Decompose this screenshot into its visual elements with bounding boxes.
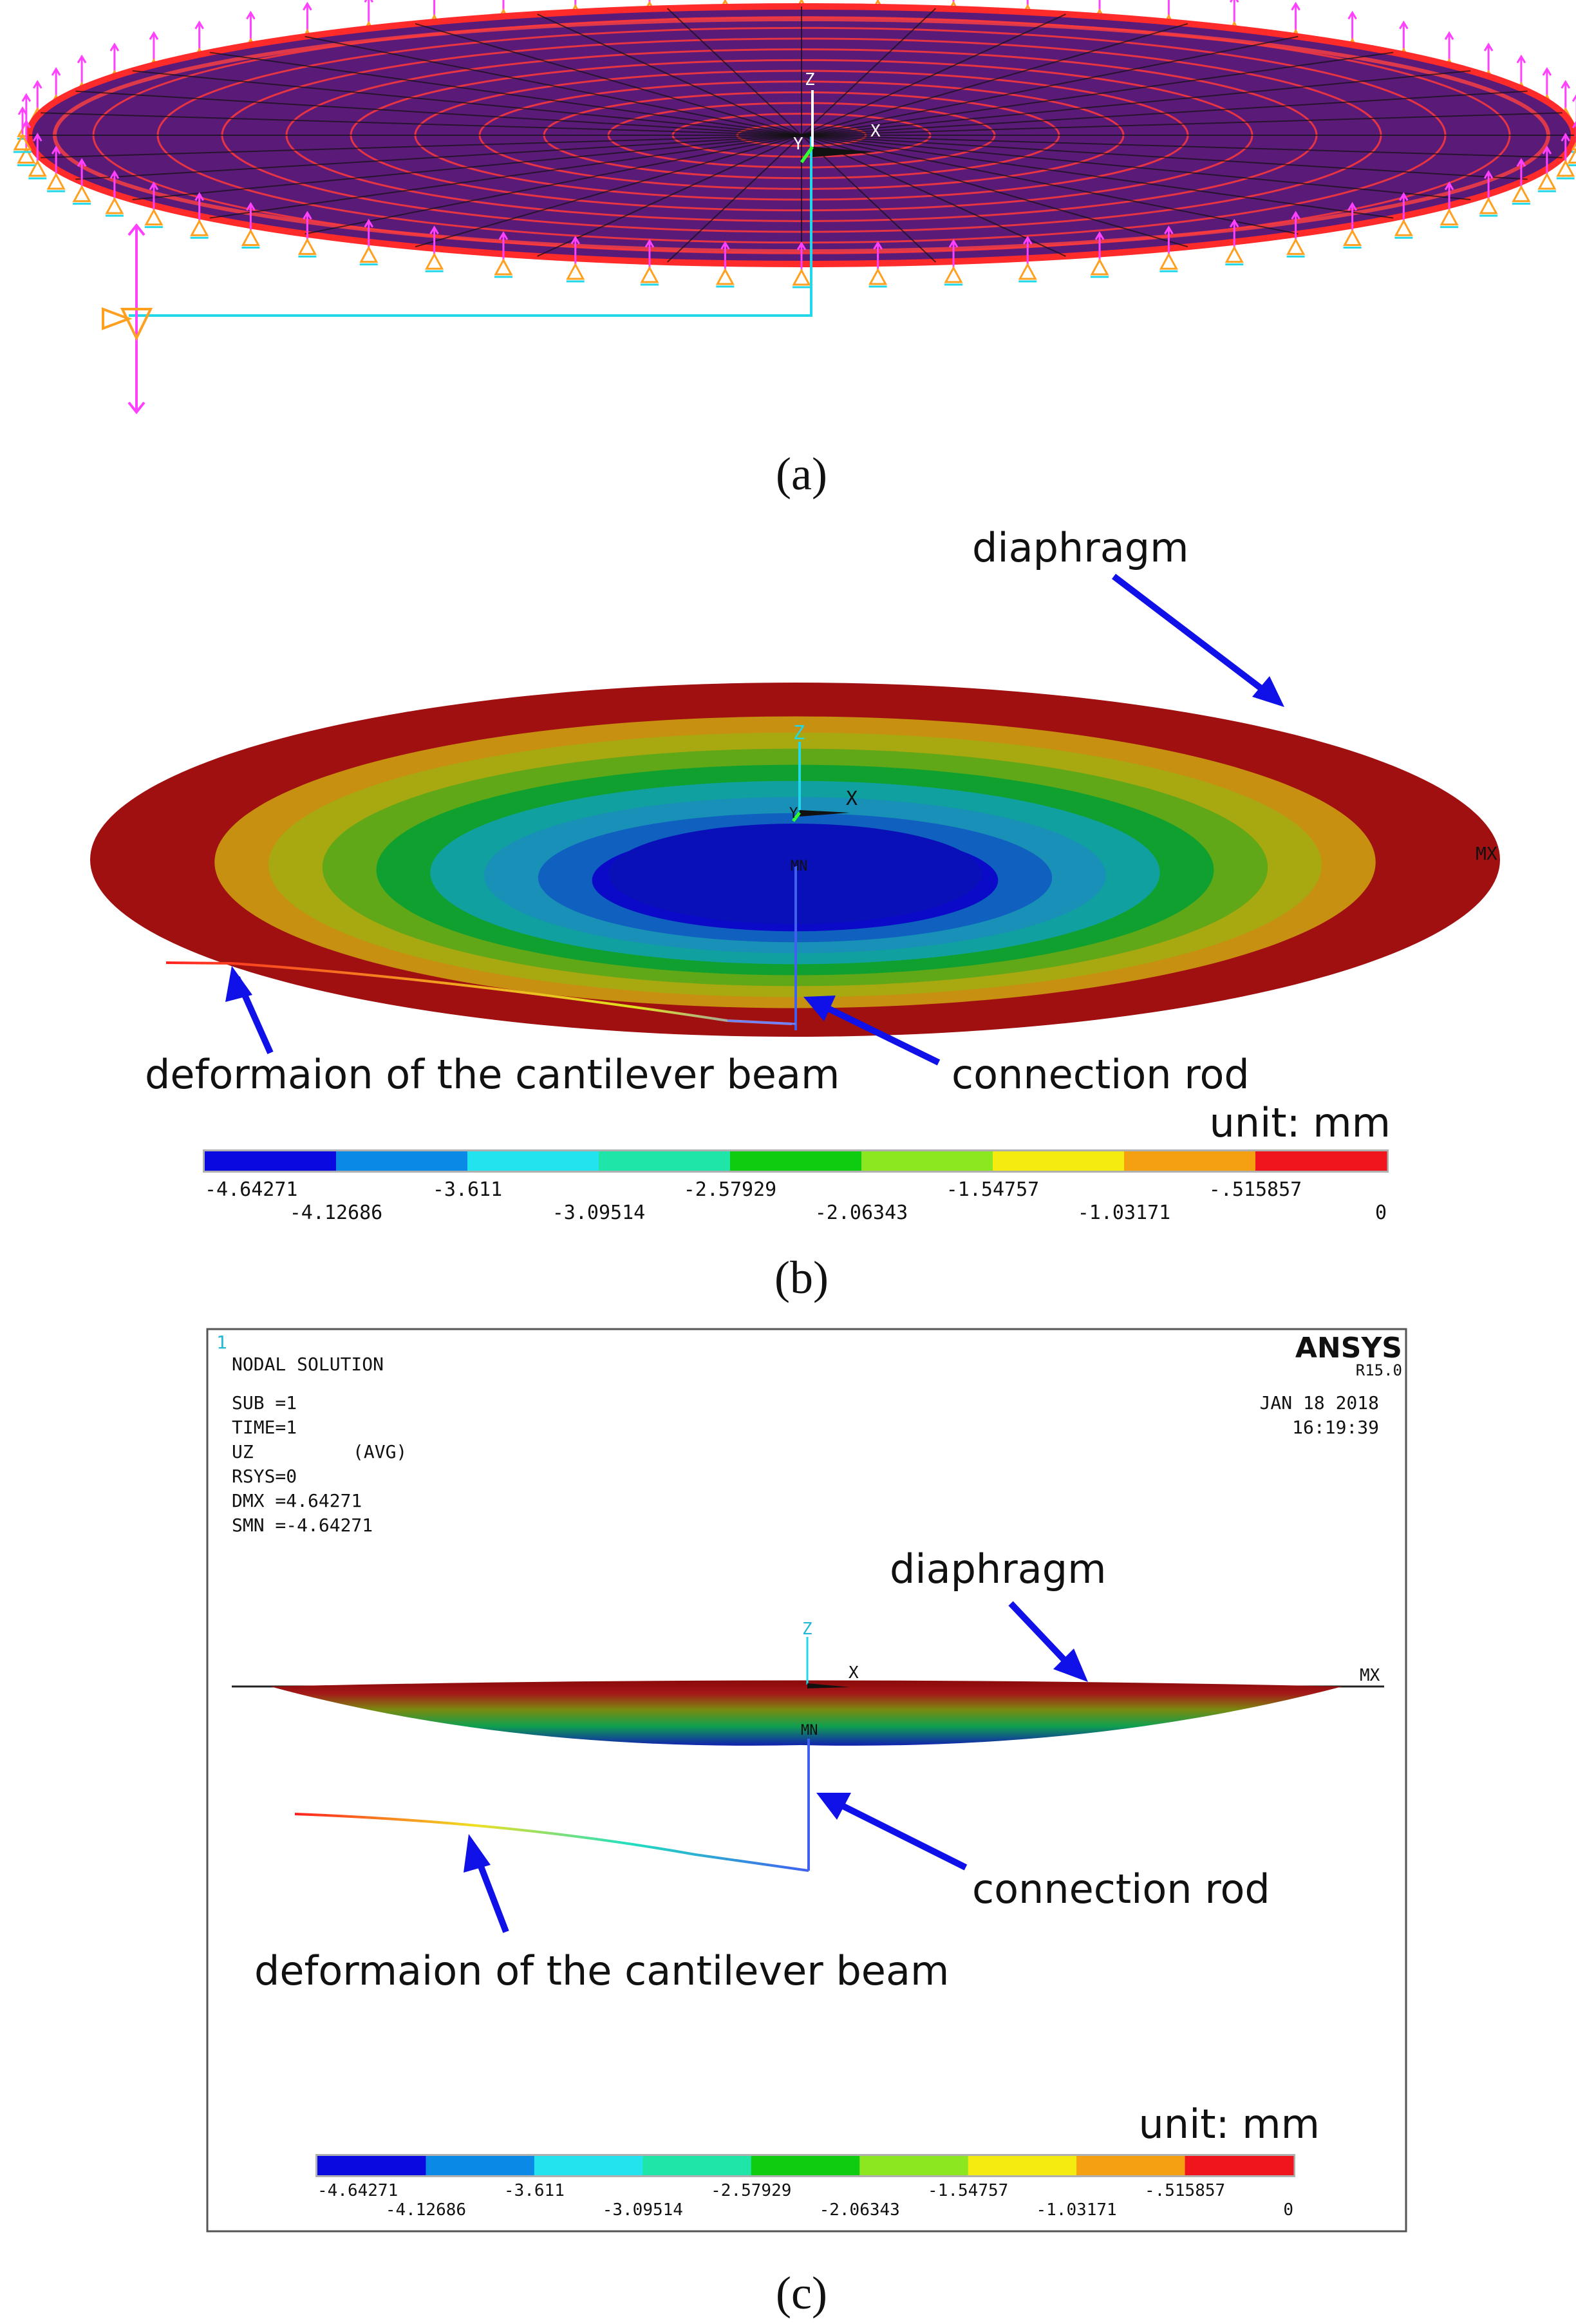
triad-z-label-b: Z bbox=[793, 722, 805, 744]
time-value: TIME=1 bbox=[232, 1417, 297, 1438]
label-rod-b: connection rod bbox=[952, 1051, 1250, 1098]
caption-a: (a) bbox=[776, 448, 827, 500]
legend-tick-label: -1.54757 bbox=[946, 1178, 1040, 1201]
unit-label-b: unit: mm bbox=[1209, 1099, 1391, 1146]
label-beam-b: deformaion of the cantilever beam bbox=[145, 1051, 840, 1098]
ansys-version: R15.0 bbox=[1356, 1361, 1402, 1379]
avg-flag: (AVG) bbox=[353, 1441, 407, 1462]
mn-marker-c: MN bbox=[801, 1723, 818, 1739]
legend-tick-label: -.515857 bbox=[1209, 1178, 1302, 1201]
triad-x-label-a: X bbox=[870, 122, 881, 141]
ansys-window-frame bbox=[206, 1328, 1407, 2233]
mx-marker-b: MX bbox=[1476, 843, 1497, 864]
run-date: JAN 18 2018 bbox=[1260, 1392, 1379, 1413]
rsys-value: RSYS=0 bbox=[232, 1466, 297, 1487]
legend-swatch bbox=[1255, 1151, 1387, 1171]
coordinate-triad-b: Z X Y bbox=[789, 722, 858, 822]
ansys-brand: ANSYS bbox=[1295, 1332, 1402, 1365]
legend-tick-label: -4.64271 bbox=[317, 2181, 398, 2200]
triad-z-label-c: Z bbox=[802, 1620, 812, 1639]
legend-swatch bbox=[993, 1151, 1125, 1171]
label-diaphragm-b: diaphragm bbox=[972, 524, 1188, 571]
panel-a-mesh-plot: Z Y X bbox=[13, 0, 1576, 415]
legend-swatch bbox=[859, 2156, 969, 2175]
support-markers-bottom bbox=[13, 106, 1576, 288]
legend-tick-label: -3.09514 bbox=[552, 1202, 646, 1224]
legend-swatch bbox=[751, 2156, 860, 2175]
legend-tick-label: -.515857 bbox=[1145, 2181, 1225, 2200]
legend-swatch bbox=[599, 1151, 731, 1171]
legend-swatch bbox=[861, 1151, 993, 1171]
legend-swatch bbox=[1185, 2156, 1294, 2175]
mx-marker-c: MX bbox=[1360, 1666, 1380, 1685]
triad-z-label-a: Z bbox=[805, 70, 815, 90]
legend-swatch bbox=[317, 2156, 426, 2175]
cantilever-beam-b bbox=[165, 961, 793, 1025]
label-diaphragm-c: diaphragm bbox=[890, 1545, 1106, 1592]
legend-swatch bbox=[730, 1151, 862, 1171]
run-time: 16:19:39 bbox=[1292, 1417, 1379, 1438]
caption-c: (c) bbox=[776, 2267, 827, 2319]
window-number: 1 bbox=[216, 1332, 227, 1353]
sub-step: SUB =1 bbox=[232, 1392, 297, 1413]
legend-tick-label: -2.06343 bbox=[820, 2200, 900, 2220]
legend-tick-label: -2.57929 bbox=[684, 1178, 777, 1201]
legend-tick-label: -2.57929 bbox=[711, 2181, 791, 2200]
legend-swatch bbox=[643, 2156, 752, 2175]
legend-tick-label: -4.12686 bbox=[386, 2200, 466, 2220]
mesh-spokes bbox=[29, 6, 1574, 264]
legend-tick-label: -3.611 bbox=[504, 2181, 565, 2200]
triad-x-label-c: X bbox=[849, 1663, 859, 1683]
unit-label-c: unit: mm bbox=[1138, 2101, 1320, 2148]
legend-swatch bbox=[205, 1151, 337, 1171]
legend-swatch bbox=[968, 2156, 1077, 2175]
legend-tick-label: 0 bbox=[1375, 1202, 1387, 1224]
triad-y-label-a: Y bbox=[793, 135, 803, 154]
solution-type: NODAL SOLUTION bbox=[232, 1354, 384, 1375]
legend-swatch bbox=[534, 2156, 643, 2175]
legend-swatch bbox=[336, 1151, 468, 1171]
legend-tick-label: -2.06343 bbox=[815, 1202, 908, 1224]
legend-tick-label: -3.09514 bbox=[603, 2200, 683, 2220]
mn-marker-b: MN bbox=[791, 858, 808, 874]
legend-swatch bbox=[1124, 1151, 1256, 1171]
panel-c-ansys-window: 1 NODAL SOLUTION SUB =1 TIME=1 UZ (AVG) … bbox=[206, 1328, 1407, 2233]
legend-tick-label: -1.03171 bbox=[1036, 2200, 1116, 2220]
legend-swatch bbox=[467, 1151, 599, 1171]
legend-tick-label: -1.54757 bbox=[928, 2181, 1008, 2200]
triad-x-label-b: X bbox=[846, 788, 858, 810]
coordinate-triad-a: Z Y X bbox=[793, 70, 881, 164]
triad-y-label-b: Y bbox=[789, 806, 798, 822]
diaphragm-side-profile bbox=[270, 1680, 1342, 1746]
legend-tick-label: 0 bbox=[1283, 2200, 1293, 2220]
smn-value: SMN =-4.64271 bbox=[232, 1515, 373, 1536]
legend-tick-label: -4.12686 bbox=[290, 1202, 383, 1224]
caption-b: (b) bbox=[774, 1252, 829, 1303]
color-legend-c: -4.64271 -3.611 -2.57929 -1.54757 -.515857 -4… bbox=[315, 2154, 1295, 2220]
legend-swatch bbox=[426, 2156, 535, 2175]
result-item: UZ bbox=[232, 1441, 254, 1462]
legend-tick-label: -4.64271 bbox=[205, 1178, 298, 1201]
cantilever-beam-c bbox=[294, 1813, 809, 1872]
beam-model-line bbox=[129, 137, 812, 317]
legend-tick-label: -1.03171 bbox=[1078, 1202, 1171, 1224]
label-rod-c: connection rod bbox=[972, 1866, 1270, 1913]
label-beam-c: deformaion of the cantilever beam bbox=[254, 1947, 949, 1994]
color-legend-b: -4.64271 -3.611 -2.57929 -1.54757 -.515857 -4… bbox=[203, 1149, 1389, 1224]
coordinate-triad-c: Z X bbox=[802, 1620, 859, 1688]
legend-swatch bbox=[1076, 2156, 1186, 2175]
legend-tick-label: -3.611 bbox=[433, 1178, 502, 1201]
panel-b-contour-plot: Z X Y MN MX diaphragm deformaion of the … bbox=[90, 524, 1500, 1224]
dmx-value: DMX =4.64271 bbox=[232, 1490, 362, 1511]
